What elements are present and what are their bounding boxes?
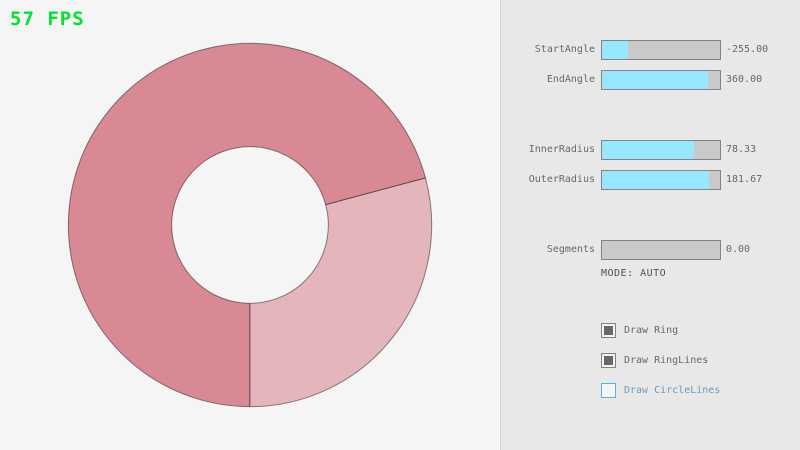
endangle-value: 360.00 <box>726 74 763 85</box>
ring-canvas <box>67 42 433 408</box>
controls-panel: StartAngle -255.00 EndAngle 360.00 Inner… <box>500 0 800 450</box>
slider-fill <box>602 171 710 189</box>
slider-row-outerradius: OuterRadius 181.67 <box>501 170 800 190</box>
draw-ringlines-checkbox-label: Draw RingLines <box>624 354 709 366</box>
slider-fill <box>602 141 695 159</box>
segments-value: 0.00 <box>726 244 751 255</box>
slider-row-startangle: StartAngle -255.00 <box>501 40 800 60</box>
checkbox-row-draw-ringlines: Draw RingLines <box>601 350 708 370</box>
slider-fill <box>602 71 709 89</box>
fps-counter: 57 FPS <box>10 8 85 30</box>
slider-row-innerradius: InnerRadius 78.33 <box>501 140 800 160</box>
endangle-slider[interactable] <box>601 70 721 90</box>
segments-slider[interactable] <box>601 240 721 260</box>
slider-row-endangle: EndAngle 360.00 <box>501 70 800 90</box>
outerradius-label: OuterRadius <box>528 174 595 185</box>
draw-circlelines-checkbox-label: Draw CircleLines <box>624 384 721 396</box>
innerradius-label: InnerRadius <box>528 144 595 155</box>
draw-circlelines-checkbox[interactable] <box>601 382 616 398</box>
startangle-label: StartAngle <box>534 44 595 55</box>
draw-ring-checkbox-label: Draw Ring <box>624 324 679 336</box>
innerradius-slider[interactable] <box>601 140 721 160</box>
startangle-slider[interactable] <box>601 40 721 60</box>
endangle-label: EndAngle <box>546 74 595 85</box>
ring-segment-overlap-dark <box>67 42 427 408</box>
draw-ring-checkbox[interactable] <box>601 322 616 338</box>
mode-label: MODE: AUTO <box>601 268 667 279</box>
outerradius-value: 181.67 <box>726 174 763 185</box>
segments-label: Segments <box>546 244 595 255</box>
slider-fill <box>602 41 628 59</box>
slider-row-segments: Segments 0.00 <box>501 240 800 260</box>
outerradius-slider[interactable] <box>601 170 721 190</box>
innerradius-value: 78.33 <box>726 144 757 155</box>
draw-ringlines-checkbox[interactable] <box>601 352 616 368</box>
checkbox-row-draw-circlelines: Draw CircleLines <box>601 380 720 400</box>
ring-segment-single-light <box>249 177 433 408</box>
checkbox-row-draw-ring: Draw Ring <box>601 320 678 340</box>
startangle-value: -255.00 <box>726 44 769 55</box>
